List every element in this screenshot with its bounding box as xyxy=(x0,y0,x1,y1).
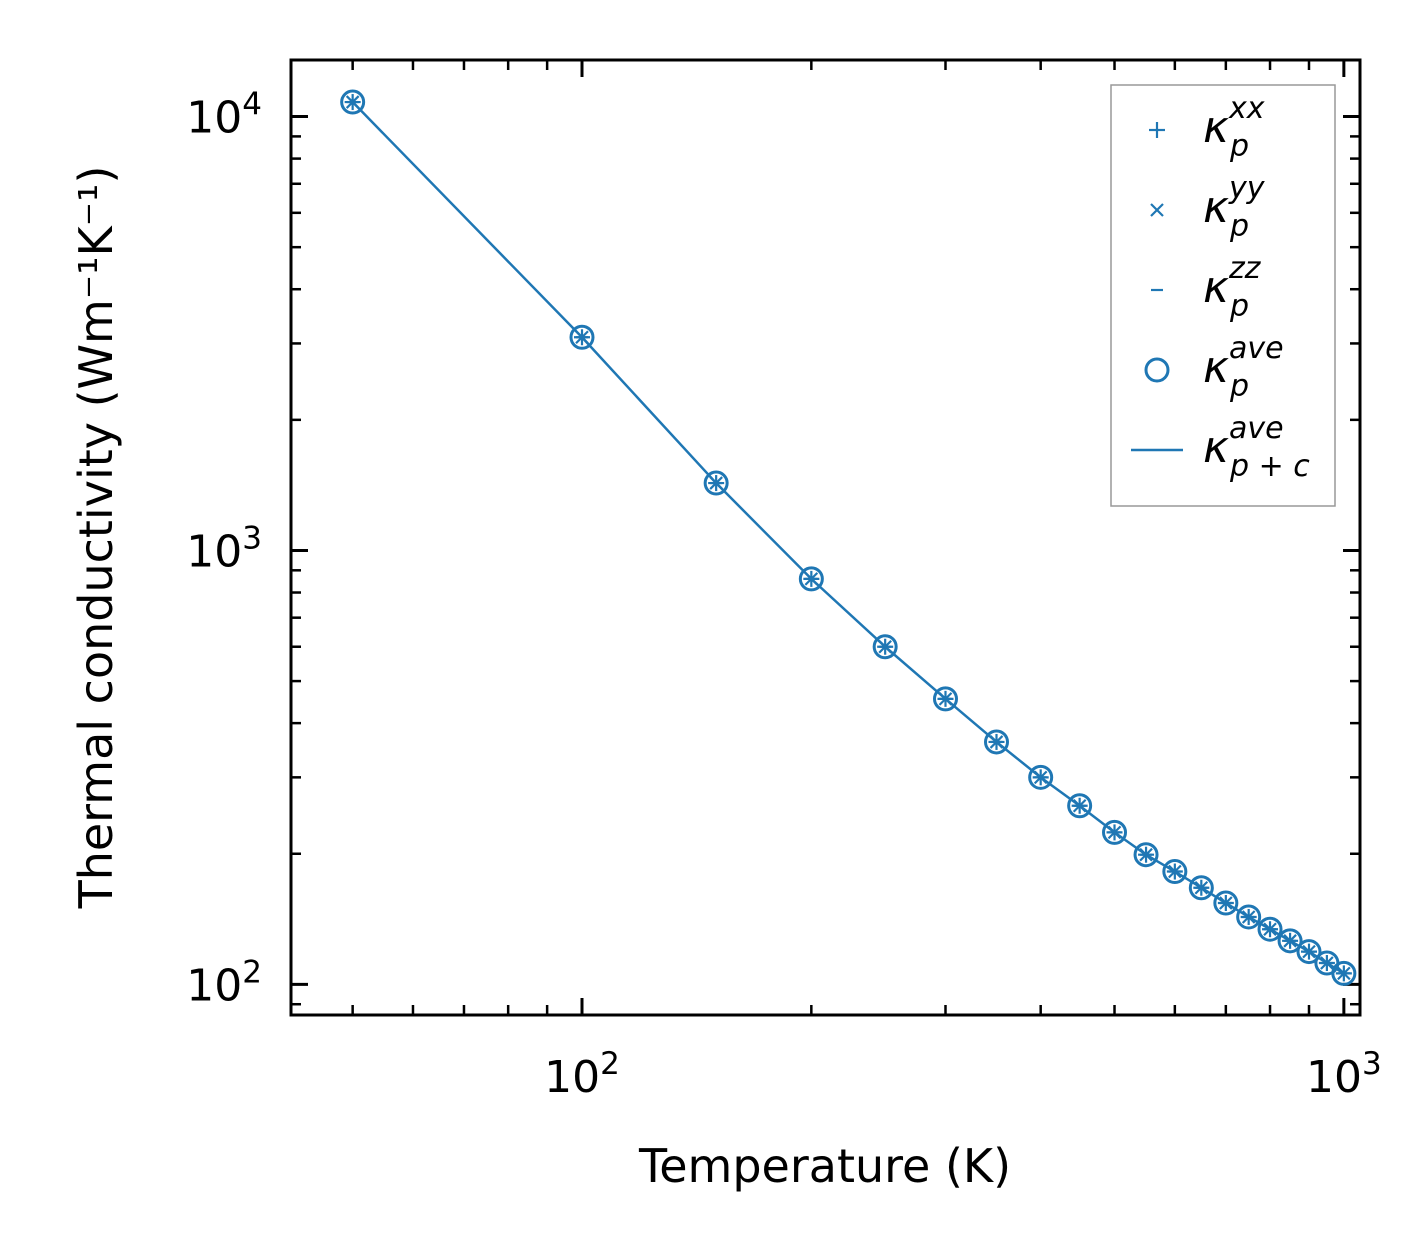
y-tick-label: 103 xyxy=(186,520,262,577)
legend-entry-subscript: p + c xyxy=(1229,449,1310,484)
plot-frame xyxy=(289,58,1362,1017)
series-4 xyxy=(351,101,1345,975)
data-point-circle xyxy=(1213,890,1239,916)
data-point-circle xyxy=(340,89,366,115)
data-point-circle xyxy=(1277,928,1303,954)
data-point-circle xyxy=(569,324,595,350)
data-point-circle xyxy=(1028,764,1054,790)
series-layer xyxy=(340,89,1357,986)
data-point-circle xyxy=(1102,819,1128,845)
legend-entry-label: κave xyxy=(1203,411,1284,473)
x-axis-label: Temperature (K) xyxy=(638,1139,1011,1193)
data-point-circle xyxy=(1188,875,1214,901)
legend-entry-label: κzz xyxy=(1203,251,1262,313)
x-marker-b xyxy=(1150,203,1164,217)
legend-entry-subscript: p xyxy=(1229,289,1249,324)
data-point-circle xyxy=(1296,939,1322,965)
series-line-kappa-p-c-ave xyxy=(351,101,1345,975)
data-point-circle xyxy=(1331,960,1357,986)
data-point-circle xyxy=(1257,916,1283,942)
y-tick-label: 102 xyxy=(186,954,262,1011)
legend-entry-subscript: p xyxy=(1229,129,1249,164)
y-axis-label: Thermal conductivity (Wm⁻¹K⁻¹) xyxy=(69,166,123,910)
x-tick-label: 102 xyxy=(544,1046,620,1103)
series-3 xyxy=(340,89,1357,986)
legend-entry-label: κyy xyxy=(1203,171,1266,233)
legend-entry-subscript: p xyxy=(1229,369,1249,404)
legend-entry-label: κxx xyxy=(1203,91,1265,153)
legend-box xyxy=(1110,84,1336,507)
legend-swatch-circle xyxy=(1144,357,1170,383)
tick-marks xyxy=(291,60,1360,1015)
data-point-circle xyxy=(1236,904,1262,930)
data-point-circle xyxy=(932,686,958,712)
data-point-circle xyxy=(872,634,898,660)
data-point-circle xyxy=(983,729,1009,755)
data-point-circle xyxy=(1162,859,1188,885)
legend-swatch-plus xyxy=(1149,122,1165,138)
x-tick-label: 103 xyxy=(1306,1046,1382,1103)
y-tick-label: 104 xyxy=(186,87,262,144)
data-point-circle xyxy=(703,470,729,496)
data-point-circle xyxy=(798,566,824,592)
data-point-circle xyxy=(1133,842,1159,868)
tick-labels: 102 103 102 103 104 xyxy=(186,87,1381,1103)
data-point-circle xyxy=(1067,793,1093,819)
legend-entry-subscript: p xyxy=(1229,209,1249,244)
legend-swatch-x xyxy=(1150,203,1164,217)
legend-entry-label: κave xyxy=(1203,331,1284,393)
